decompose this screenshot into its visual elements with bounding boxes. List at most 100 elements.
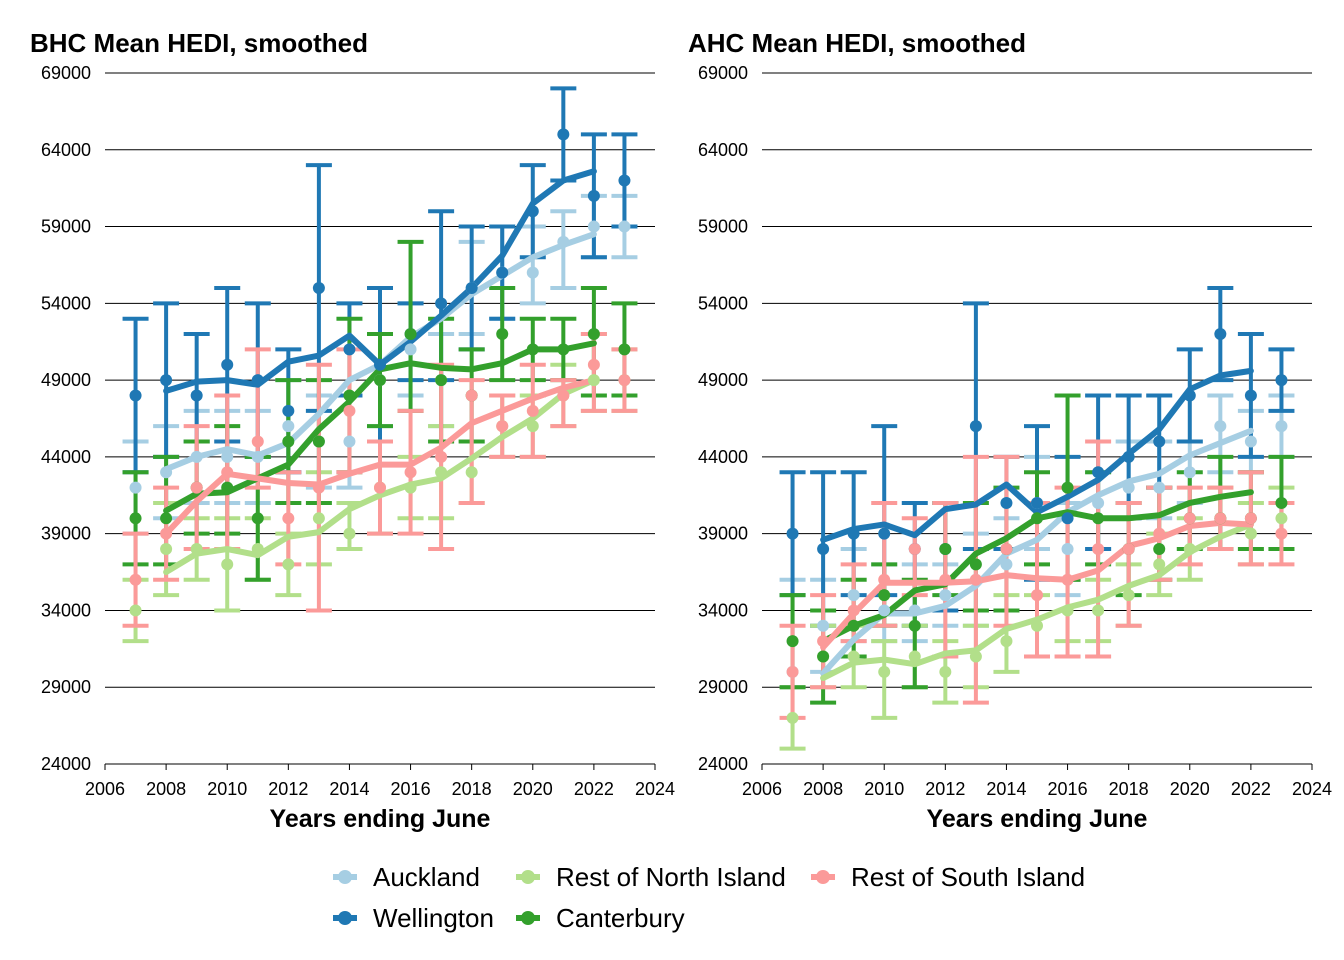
bhc-point-auckland-2021 <box>557 235 570 248</box>
ahc-point-auckland-2023 <box>1275 420 1288 433</box>
ahc-point-canterbury-2013 <box>969 558 982 571</box>
legend-item-wellington: Wellington <box>333 903 494 933</box>
bhc-point-rest-of-south-island-2008 <box>160 527 173 540</box>
legend-key-marker-rest-of-south-island <box>816 870 830 884</box>
ahc-point-rest-of-north-island-2013 <box>969 650 982 663</box>
bhc-y-tick-29000: 29000 <box>41 677 91 697</box>
ahc-point-auckland-2009 <box>847 589 860 602</box>
ahc-point-rest-of-south-island-2010 <box>878 573 891 586</box>
bhc-point-canterbury-2019 <box>496 328 509 341</box>
bhc-x-tick-2024: 2024 <box>635 779 675 799</box>
bhc-point-wellington-2018 <box>465 281 478 294</box>
legend-key-marker-rest-of-north-island <box>521 870 535 884</box>
bhc-y-tick-49000: 49000 <box>41 370 91 390</box>
ahc-point-rest-of-south-island-2017 <box>1092 543 1105 556</box>
bhc-points <box>129 128 631 617</box>
ahc-point-rest-of-south-island-2009 <box>847 604 860 617</box>
bhc-y-tick-34000: 34000 <box>41 600 91 620</box>
ahc-x-tick-2006: 2006 <box>742 779 782 799</box>
ahc-point-rest-of-north-island-2009 <box>847 650 860 663</box>
ahc-point-rest-of-south-island-2013 <box>969 573 982 586</box>
ahc-point-wellington-2018 <box>1122 450 1135 463</box>
bhc-y-tick-24000: 24000 <box>41 754 91 774</box>
bhc-point-rest-of-south-island-2015 <box>374 481 386 494</box>
ahc-gridlines <box>762 72 1312 765</box>
ahc-x-tick-2014: 2014 <box>986 779 1026 799</box>
bhc-point-canterbury-2017 <box>435 374 448 387</box>
ahc-smoothed-line-wellington <box>820 367 1254 543</box>
ahc-point-canterbury-2012 <box>939 543 952 556</box>
ahc-x-tick-2008: 2008 <box>803 779 843 799</box>
ahc-x-tick-2022: 2022 <box>1231 779 1271 799</box>
bhc-x-axis-title: Years ending June <box>270 805 491 833</box>
ahc-point-rest-of-south-island-2008 <box>817 635 830 648</box>
bhc-point-rest-of-south-island-2019 <box>496 420 509 433</box>
bhc-point-rest-of-south-island-2022 <box>587 358 600 371</box>
bhc-smoothed-line-rest-of-north-island <box>163 377 597 576</box>
ahc-point-rest-of-south-island-2011 <box>908 543 921 556</box>
ahc-point-auckland-2012 <box>939 589 952 602</box>
ahc-point-auckland-2020 <box>1183 466 1196 479</box>
ahc-x-tick-2016: 2016 <box>1048 779 1088 799</box>
bhc-x-tick-2016: 2016 <box>391 779 431 799</box>
bhc-x-tick-2008: 2008 <box>146 779 186 799</box>
bhc-point-auckland-2008 <box>160 466 173 479</box>
bhc-point-rest-of-south-island-2014 <box>343 404 356 417</box>
ahc-point-rest-of-south-island-2020 <box>1183 512 1196 525</box>
bhc-point-rest-of-north-island-2020 <box>526 420 539 433</box>
ahc-point-wellington-2014 <box>1000 496 1013 509</box>
ahc-point-rest-of-north-island-2011 <box>908 650 921 663</box>
bhc-point-auckland-2023 <box>618 220 631 233</box>
ahc-point-rest-of-north-island-2016 <box>1061 604 1074 617</box>
bhc-x-tick-2012: 2012 <box>268 779 308 799</box>
ahc-point-rest-of-north-island-2015 <box>1031 619 1043 632</box>
ahc-y-tick-49000: 49000 <box>698 370 748 390</box>
bhc-y-axis: 24000 29000 34000 39000 44000 49000 54000 59000… <box>41 63 91 774</box>
bhc-point-rest-of-north-island-2022 <box>587 374 600 387</box>
ahc-point-rest-of-south-island-2022 <box>1244 512 1257 525</box>
bhc-point-canterbury-2015 <box>374 374 386 387</box>
ahc-y-tick-29000: 29000 <box>698 677 748 697</box>
ahc-point-wellington-2023 <box>1275 374 1288 387</box>
bhc-point-rest-of-north-island-2011 <box>251 543 264 556</box>
bhc-point-rest-of-south-island-2012 <box>282 512 295 525</box>
bhc-point-auckland-2020 <box>526 266 539 279</box>
ahc-point-wellington-2019 <box>1153 435 1166 448</box>
ahc-point-auckland-2014 <box>1000 558 1013 571</box>
ahc-point-rest-of-north-island-2017 <box>1092 604 1105 617</box>
ahc-point-auckland-2022 <box>1244 435 1257 448</box>
bhc-point-rest-of-north-island-2016 <box>404 481 417 494</box>
bhc-point-wellington-2013 <box>312 281 325 294</box>
bhc-x-tick-2006: 2006 <box>85 779 125 799</box>
bhc-x-tick-2010: 2010 <box>207 779 247 799</box>
ahc-point-wellington-2007 <box>786 527 799 540</box>
bhc-point-rest-of-south-island-2007 <box>129 573 142 586</box>
ahc-point-canterbury-2015 <box>1031 512 1043 525</box>
legend-item-canterbury: Canterbury <box>516 903 685 933</box>
bhc-point-canterbury-2021 <box>557 343 570 356</box>
bhc-point-rest-of-north-island-2017 <box>435 466 448 479</box>
ahc-point-rest-of-south-island-2015 <box>1031 589 1043 602</box>
bhc-errorbar-auckland-2021 <box>550 209 577 290</box>
bhc-point-rest-of-south-island-2023 <box>618 374 631 387</box>
legend-label-auckland: Auckland <box>373 862 480 892</box>
bhc-chart-title: BHC Mean HEDI, smoothed <box>30 28 368 58</box>
legend-label-canterbury: Canterbury <box>556 903 685 933</box>
bhc-point-rest-of-south-island-2020 <box>526 404 539 417</box>
bhc-point-canterbury-2014 <box>343 389 356 402</box>
ahc-point-rest-of-north-island-2022 <box>1244 527 1257 540</box>
bhc-point-rest-of-north-island-2014 <box>343 527 356 540</box>
ahc-x-axis: 2006 2008 2010 2012 2014 2016 2018 2020 2022 2024 <box>742 763 1332 799</box>
ahc-point-canterbury-2023 <box>1275 496 1288 509</box>
ahc-point-canterbury-2007 <box>786 635 799 648</box>
ahc-point-auckland-2018 <box>1122 481 1135 494</box>
ahc-y-axis: 24000 29000 34000 39000 44000 49000 54000 59000… <box>698 63 748 774</box>
ahc-point-rest-of-north-island-2010 <box>878 665 891 678</box>
bhc-point-canterbury-2011 <box>251 512 264 525</box>
bhc-x-tick-2014: 2014 <box>329 779 369 799</box>
bhc-point-wellington-2012 <box>282 404 295 417</box>
ahc-point-auckland-2008 <box>817 619 830 632</box>
legend: Auckland Rest of North Island Rest of Sout… <box>333 862 1085 933</box>
ahc-x-tick-2012: 2012 <box>925 779 965 799</box>
bhc-x-tick-2020: 2020 <box>513 779 553 799</box>
